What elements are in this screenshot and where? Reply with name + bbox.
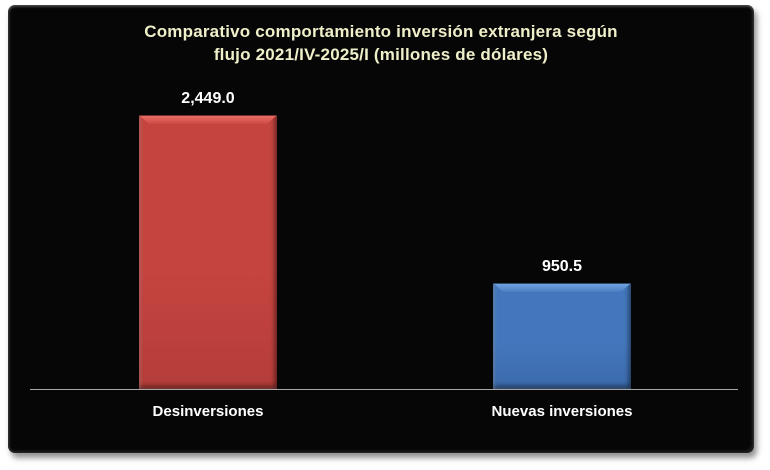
value-label-desinversiones: 2,449.0 [181,90,235,107]
chart-title: Comparativo comportamiento inversión ext… [8,20,754,66]
x-axis-line [30,389,738,390]
bar-group-desinversiones: 2,449.0 [139,5,277,389]
category-label-desinversiones: Desinversiones [152,403,264,420]
value-label-nuevas-inversiones: 950.5 [541,258,583,275]
chart-title-line2: flujo 2021/IV-2025/I (millones de dólare… [213,45,549,64]
chart-title-line1: Comparativo comportamiento inversión ext… [144,22,618,41]
bar-nuevas-inversiones [493,283,631,389]
bar-desinversiones [139,115,277,389]
chart-panel: Comparativo comportamiento inversión ext… [8,5,754,453]
bar-group-nuevas-inversiones: 950.5 [493,5,631,389]
category-label-nuevas-inversiones: Nuevas inversiones [491,403,633,420]
